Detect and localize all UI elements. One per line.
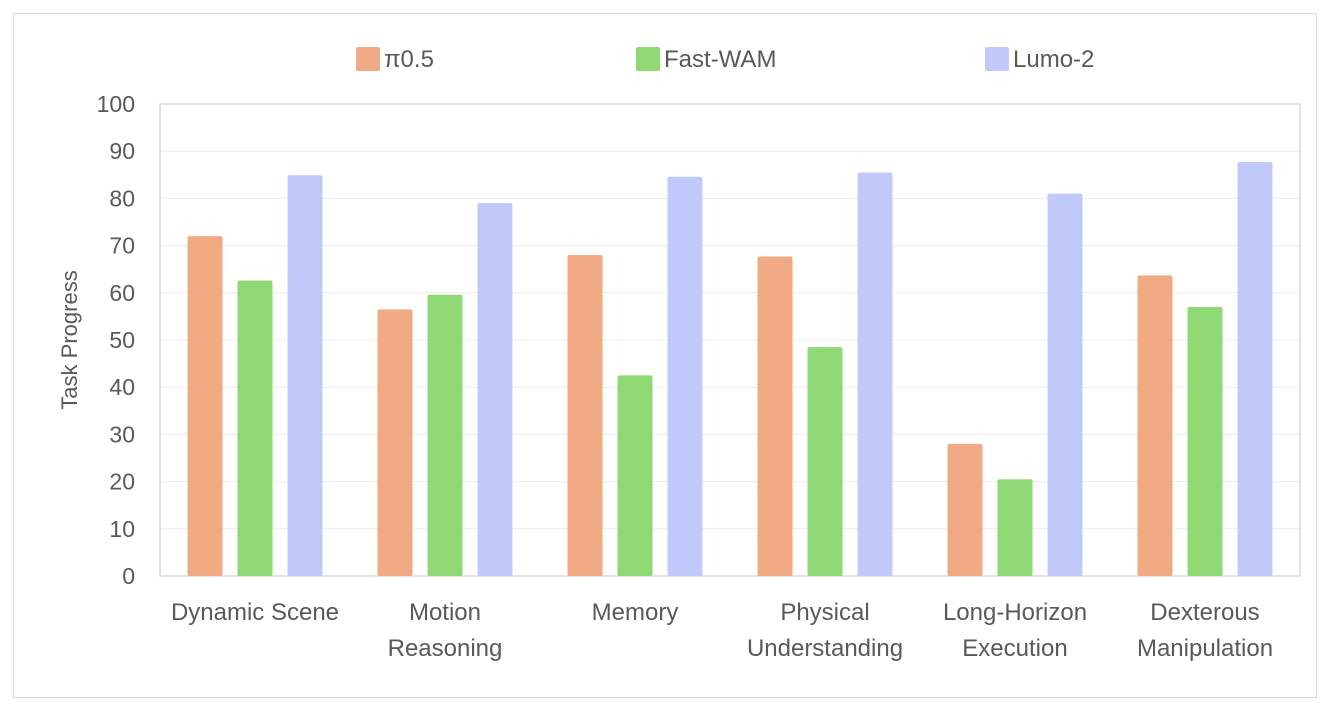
y-tick-label: 80 xyxy=(109,185,135,211)
y-axis-title: Task Progress xyxy=(57,270,82,409)
y-tick-label: 30 xyxy=(109,421,135,447)
bar-lumo2-2 xyxy=(667,176,703,577)
legend-label: Lumo-2 xyxy=(1013,46,1094,73)
legend-label: Fast-WAM xyxy=(664,46,776,73)
gridlines xyxy=(160,150,1300,530)
bar-05-3 xyxy=(757,256,793,576)
x-category-label: Dexterous xyxy=(1150,599,1259,626)
y-tick-label: 50 xyxy=(109,327,135,353)
bar-fastwam-5 xyxy=(1187,306,1223,576)
y-tick-label: 0 xyxy=(122,563,135,589)
y-tick-label: 40 xyxy=(109,374,135,400)
bar-fastwam-3 xyxy=(807,347,843,576)
bar-lumo2-0 xyxy=(287,175,323,576)
x-category-label: Memory xyxy=(592,599,679,626)
bar-lumo2-5 xyxy=(1237,162,1273,576)
x-category-label: Reasoning xyxy=(388,635,503,662)
bar-fastwam-2 xyxy=(617,375,653,576)
x-axis-category-labels: Dynamic Scene Motion Reasoning Memory Physic… xyxy=(171,599,1273,662)
x-category-label: Motion xyxy=(409,599,481,626)
legend-swatch xyxy=(985,47,1009,71)
y-tick-label: 10 xyxy=(109,516,135,542)
x-category-label: Execution xyxy=(962,635,1067,662)
bar-lumo2-4 xyxy=(1047,193,1083,576)
legend: π0.5 Fast-WAM Lumo-2 xyxy=(356,46,1094,73)
y-axis-tick-labels: 0 10 20 30 40 50 60 70 80 90 100 xyxy=(97,91,135,589)
y-tick-label: 90 xyxy=(109,138,135,164)
y-tick-label: 20 xyxy=(109,469,135,495)
x-category-label: Dynamic Scene xyxy=(171,599,339,626)
x-category-label: Manipulation xyxy=(1137,635,1273,662)
legend-swatch xyxy=(636,47,660,71)
bar-fastwam-0 xyxy=(237,280,273,576)
bar-lumo2-1 xyxy=(477,203,513,576)
legend-label: π0.5 xyxy=(384,46,434,73)
bar-05-1 xyxy=(377,309,413,576)
bar-lumo2-3 xyxy=(857,172,893,576)
y-tick-label: 60 xyxy=(109,280,135,306)
y-tick-label: 70 xyxy=(109,233,135,259)
bars xyxy=(187,162,1273,577)
legend-swatch xyxy=(356,47,380,71)
y-tick-label: 100 xyxy=(97,91,135,117)
bar-05-5 xyxy=(1137,275,1173,576)
bar-fastwam-1 xyxy=(427,294,463,576)
x-category-label: Long-Horizon xyxy=(943,599,1087,626)
x-category-label: Physical xyxy=(780,599,869,626)
plot-area-border xyxy=(159,103,1301,577)
bar-fastwam-4 xyxy=(997,479,1033,576)
bar-05-0 xyxy=(187,236,223,576)
chart-frame xyxy=(13,13,1317,698)
bar-05-2 xyxy=(567,255,603,577)
bar-05-4 xyxy=(947,443,983,576)
x-category-label: Understanding xyxy=(747,635,903,662)
